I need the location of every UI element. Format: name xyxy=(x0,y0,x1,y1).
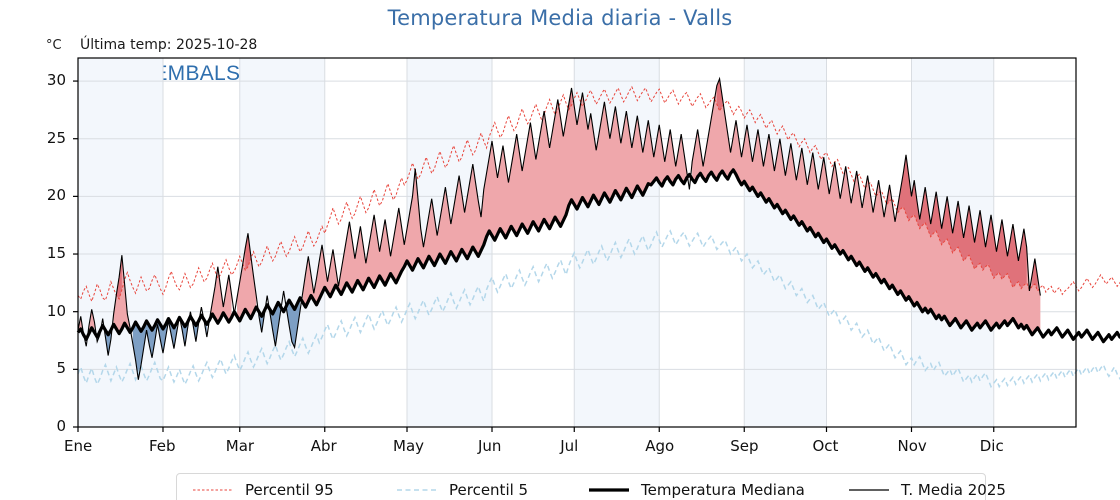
series-line-percentil-5 xyxy=(77,229,1120,389)
fill-below-median-1 xyxy=(105,330,111,356)
fill-over-p95-5 xyxy=(897,154,1027,289)
y-axis-unit-label: °C xyxy=(46,38,62,53)
y-tick-label-15: 15 xyxy=(46,244,66,263)
month-band-ene xyxy=(78,58,163,427)
series-line-percentil-95 xyxy=(77,85,1120,303)
fill-below-median-3 xyxy=(182,322,188,347)
fill-above-median-2 xyxy=(113,255,131,334)
x-tick-label-jul: Jul xyxy=(560,437,579,455)
x-tick-label-dic: Dic xyxy=(979,437,1004,455)
x-tick-label-ene: Ene xyxy=(64,437,93,455)
fill-above-median-6 xyxy=(692,78,1041,335)
fill-above-median-4 xyxy=(237,233,257,321)
series-line-temperatura-mediana xyxy=(76,168,1120,344)
page-title: Temperatura Media diaria - Valls xyxy=(387,6,733,30)
series-line-t-media-2025 xyxy=(77,76,1041,380)
last-temperature-label: Última temp: 2025-10-28 xyxy=(80,37,258,53)
legend-swatch-4 xyxy=(849,488,889,491)
fill-over-p95-3 xyxy=(716,78,723,112)
month-band-sep xyxy=(744,58,827,427)
x-tick-label-sep: Sep xyxy=(730,437,759,455)
y-tick-label-25: 25 xyxy=(46,128,66,147)
legend-swatch-2 xyxy=(397,488,437,491)
x-tick-label-may: May xyxy=(393,437,425,455)
legend-item-percentil-95[interactable]: Percentil 95 xyxy=(191,474,334,500)
x-tick-label-abr: Abr xyxy=(310,437,337,455)
x-tick-label-jun: Jun xyxy=(478,437,502,455)
fill-below-median-8 xyxy=(286,297,301,348)
fill-above-median-5 xyxy=(302,87,687,308)
fill-below-median-7 xyxy=(269,302,281,347)
fill-above-median-3 xyxy=(209,266,232,324)
legend-item-t-media-2025[interactable]: T. Media 2025 xyxy=(847,474,1006,500)
x-tick-label-nov: Nov xyxy=(897,437,927,455)
legend-label: Percentil 5 xyxy=(449,480,529,499)
legend-label: Percentil 95 xyxy=(245,480,334,499)
x-tick-label-feb: Feb xyxy=(148,437,176,455)
legend-label: T. Media 2025 xyxy=(901,480,1006,499)
y-tick-label-30: 30 xyxy=(46,71,66,90)
plot-frame xyxy=(77,57,1077,428)
legend-item-temperatura-mediana[interactable]: Temperatura Mediana xyxy=(587,474,805,500)
legend-item-percentil-5[interactable]: Percentil 5 xyxy=(395,474,528,500)
y-tick-label-5: 5 xyxy=(56,359,66,378)
x-tick-label-mar: Mar xyxy=(225,437,255,455)
y-tick-label-10: 10 xyxy=(46,301,66,320)
x-tick-label-oct: Oct xyxy=(812,437,839,455)
legend-swatch-1 xyxy=(193,489,233,490)
x-tick-label-ago: Ago xyxy=(645,437,675,455)
chart-legend: Percentil 95 Percentil 5 Temperatura Media… xyxy=(176,473,1006,500)
y-tick-label-20: 20 xyxy=(46,186,66,205)
y-tick-label-0: 0 xyxy=(56,417,66,435)
legend-label: Temperatura Mediana xyxy=(641,480,805,499)
legend-swatch-3 xyxy=(589,487,629,492)
